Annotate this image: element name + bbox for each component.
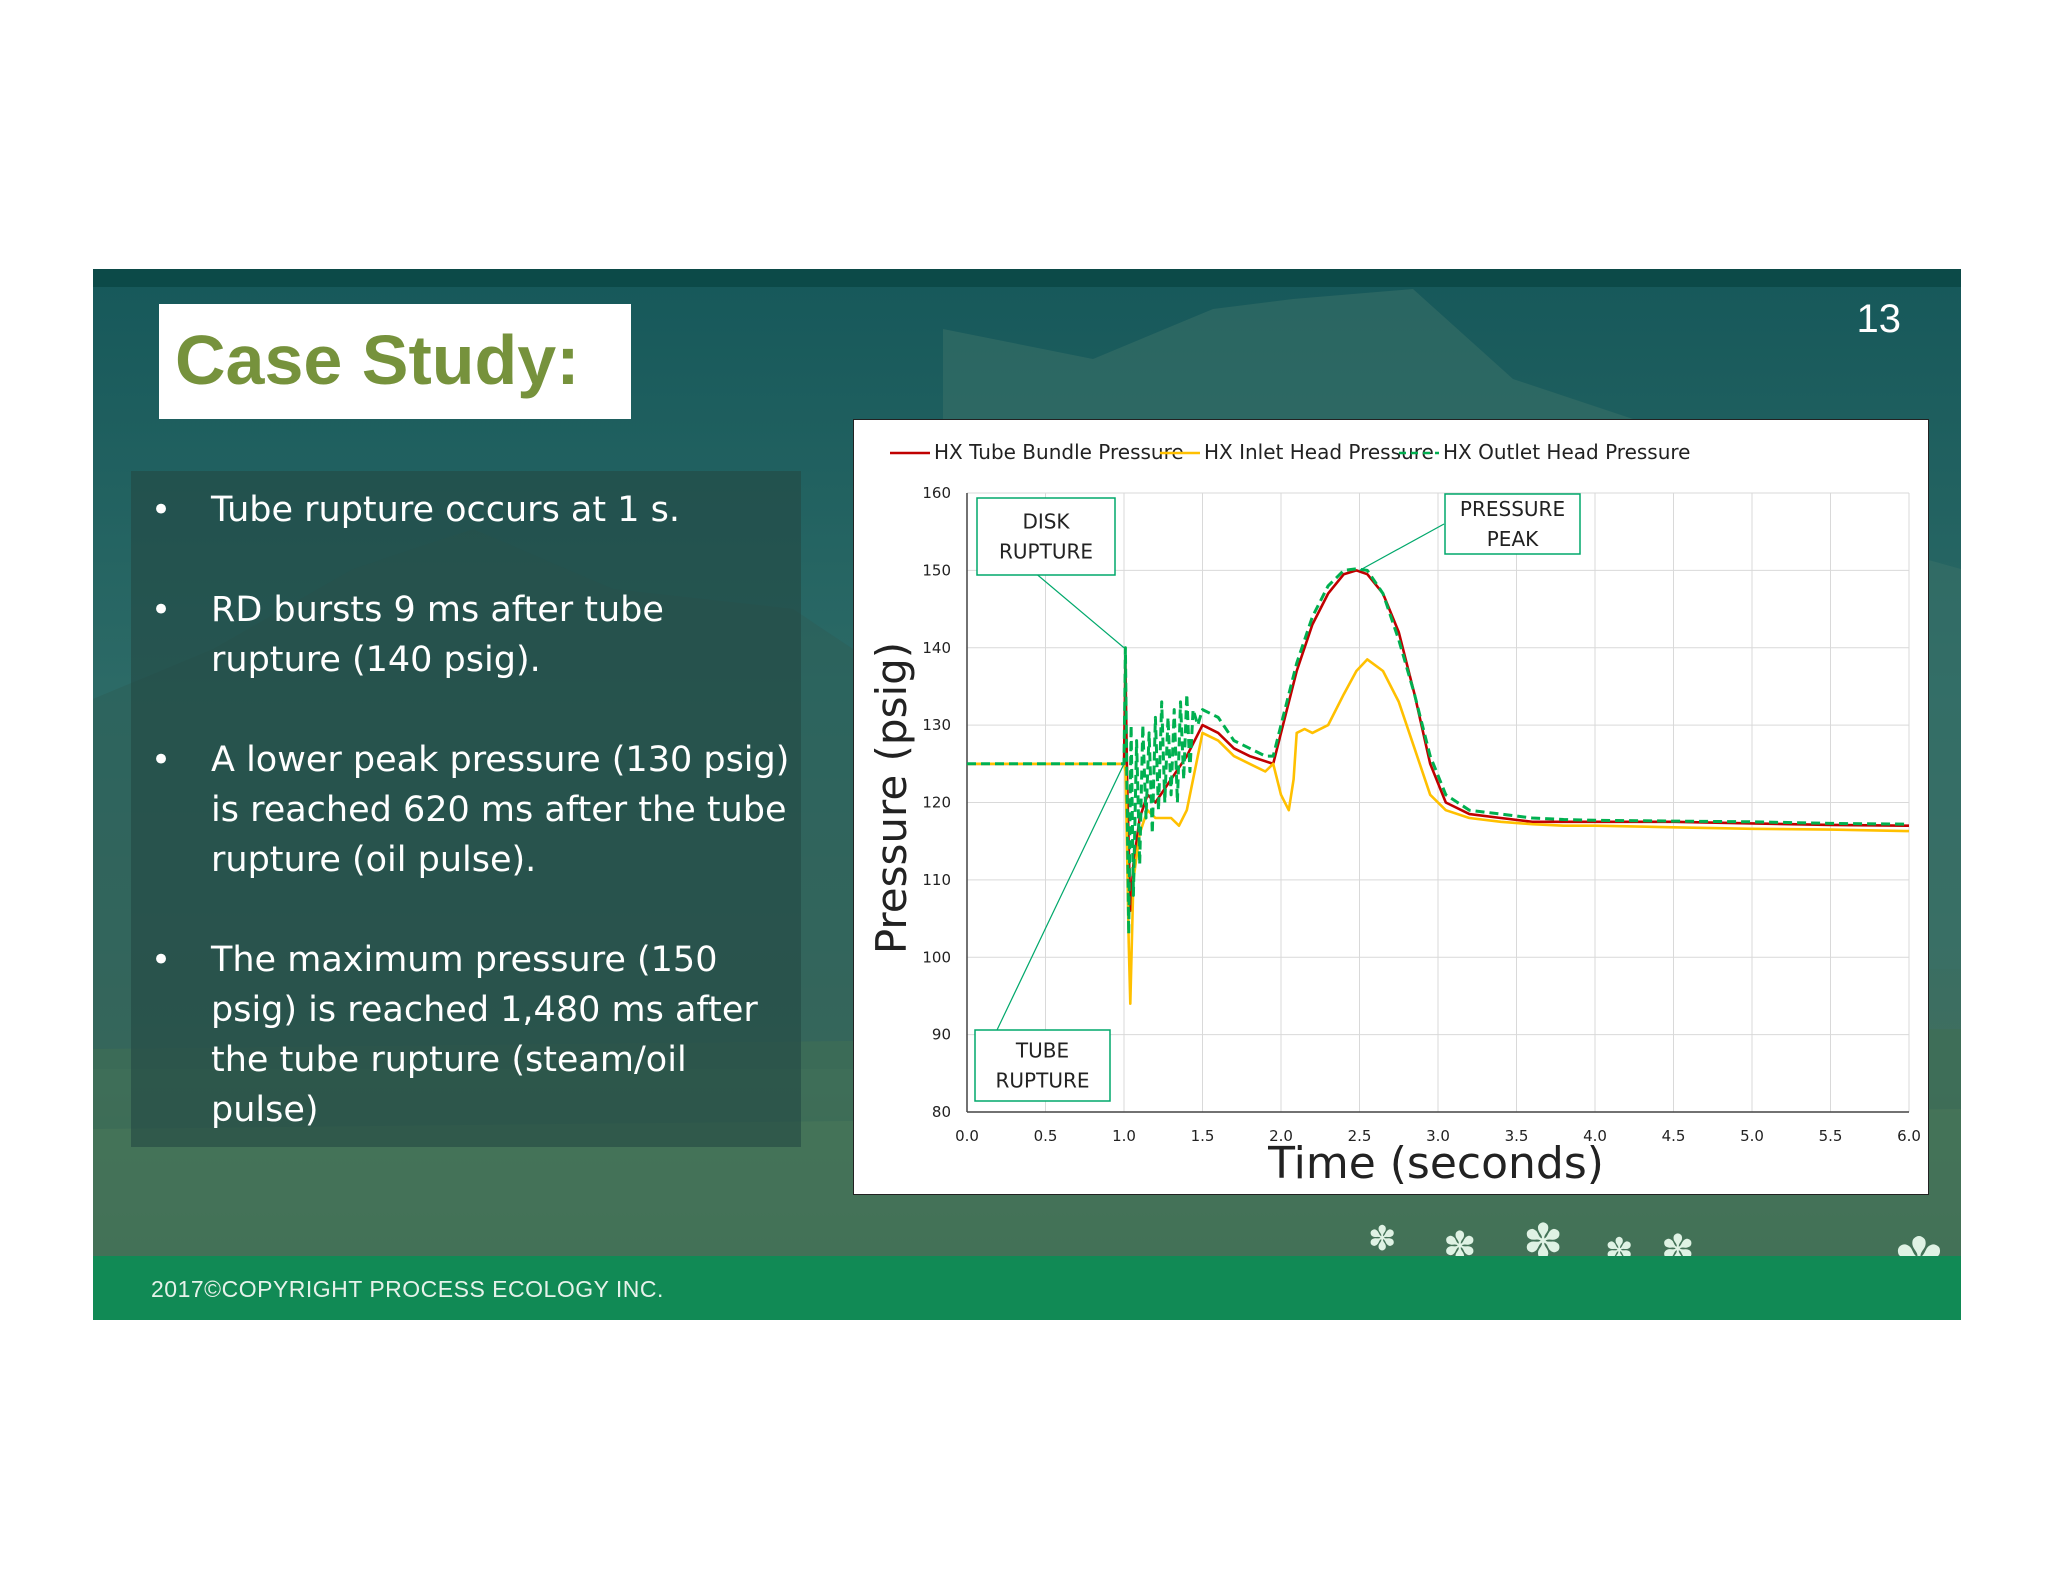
- bullet-dot-icon: •: [151, 940, 172, 980]
- legend-label: HX Tube Bundle Pressure: [934, 440, 1184, 464]
- x-tick-label: 3.5: [1505, 1127, 1529, 1145]
- chart-series: [967, 567, 1910, 1006]
- y-tick-label: 150: [922, 561, 951, 579]
- x-tick-label: 3.0: [1426, 1127, 1450, 1145]
- annotation-label: RUPTURE: [996, 1069, 1090, 1093]
- x-tick-label: 2.5: [1348, 1127, 1372, 1145]
- y-tick-label: 80: [932, 1103, 951, 1121]
- x-tick-label: 2.0: [1269, 1127, 1293, 1145]
- annotation-label: PEAK: [1487, 527, 1539, 551]
- annotation-label: DISK: [1022, 510, 1070, 534]
- annotation-label: PRESSURE: [1460, 497, 1565, 521]
- chart-axes: 0.0 0.5 1.0 1.5 2.0 2.5 3.0 3.5 4.0 4.5 5.0 5.5 6.0 8…: [922, 484, 1921, 1145]
- slide-title: Case Study:: [175, 321, 580, 399]
- y-tick-label: 90: [932, 1026, 951, 1044]
- chart-canvas: 0.0 0.5 1.0 1.5 2.0 2.5 3.0 3.5 4.0 4.5 5.0 5.5 6.0 8…: [867, 440, 1921, 1189]
- annotation-label: RUPTURE: [999, 540, 1093, 564]
- annotation-box: [974, 1029, 1111, 1102]
- maple-leaf-icon: ✽: [1368, 1219, 1397, 1259]
- y-tick-label: 120: [922, 794, 951, 812]
- bullet-text: The maximum pressure (150 psig) is reach…: [211, 940, 758, 1130]
- annotation-box: [976, 497, 1116, 576]
- x-tick-label: 1.0: [1112, 1127, 1136, 1145]
- legend-label: HX Outlet Head Pressure: [1443, 440, 1690, 464]
- annotation-leader-line: [996, 763, 1125, 1031]
- annotation-box: [1444, 493, 1581, 555]
- bullet-dot-icon: •: [151, 490, 172, 530]
- slide-page-number: 13: [1856, 297, 1902, 341]
- y-tick-label: 160: [922, 484, 951, 502]
- y-tick-label: 100: [922, 948, 951, 966]
- bullet-dot-icon: •: [151, 590, 172, 630]
- slide-top-band: [93, 269, 1961, 287]
- bullet-text: A lower peak pressure (130 psig) is reac…: [211, 740, 790, 880]
- bullet-text: RD bursts 9 ms after tube rupture (140 p…: [211, 590, 664, 680]
- x-tick-label: 5.5: [1819, 1127, 1843, 1145]
- x-tick-label: 6.0: [1897, 1127, 1921, 1145]
- y-tick-label: 140: [922, 639, 951, 657]
- x-tick-label: 0.5: [1034, 1127, 1058, 1145]
- y-axis-label: Pressure (psig): [867, 642, 916, 954]
- pressure-chart: 0.0 0.5 1.0 1.5 2.0 2.5 3.0 3.5 4.0 4.5 5.0 5.5 6.0 8…: [853, 419, 1929, 1195]
- bullet-panel: • Tube rupture occurs at 1 s. • RD burst…: [131, 471, 801, 1147]
- x-tick-label: 1.5: [1191, 1127, 1215, 1145]
- annotation-leader-line: [1359, 523, 1445, 571]
- bullet-dot-icon: •: [151, 740, 172, 780]
- chart-annotations: DISK RUPTURE PRESSURE PEAK TUBE RUPTURE: [974, 493, 1581, 1102]
- y-tick-label: 130: [922, 716, 951, 734]
- legend-label: HX Inlet Head Pressure: [1204, 440, 1434, 464]
- y-tick-label: 110: [922, 871, 951, 889]
- x-tick-label: 4.0: [1583, 1127, 1607, 1145]
- annotation-label: TUBE: [1015, 1039, 1069, 1063]
- x-tick-label: 4.5: [1662, 1127, 1686, 1145]
- series-line-3: [967, 567, 1910, 936]
- bullet-text: Tube rupture occurs at 1 s.: [211, 490, 680, 530]
- x-tick-label: 0.0: [955, 1127, 979, 1145]
- copyright-text: 2017©COPYRIGHT PROCESS ECOLOGY INC.: [151, 1276, 664, 1302]
- footer-bar: 2017©COPYRIGHT PROCESS ECOLOGY INC.: [93, 1256, 1961, 1320]
- x-axis-label: Time (seconds): [1267, 1138, 1604, 1189]
- x-tick-label: 5.0: [1740, 1127, 1764, 1145]
- title-box: Case Study:: [159, 304, 631, 419]
- chart-legend: HX Tube Bundle Pressure HX Inlet Head Pre…: [890, 440, 1690, 464]
